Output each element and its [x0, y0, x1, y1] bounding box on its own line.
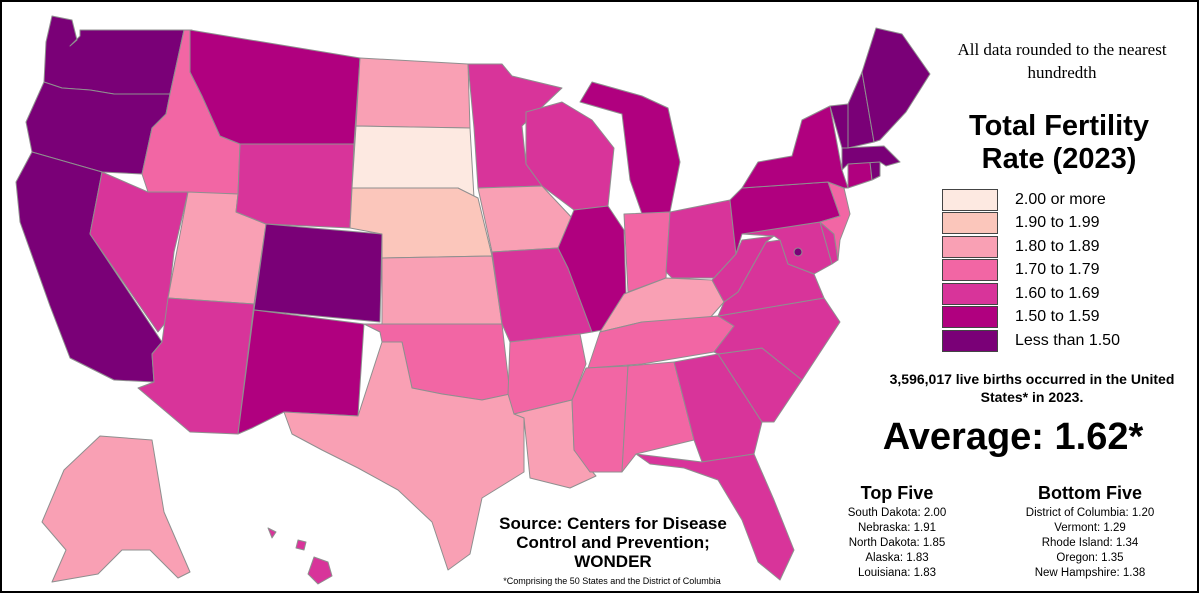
state-new-jersey	[819, 181, 851, 261]
state-west-virginia	[711, 235, 775, 303]
top-five-title: Top Five	[860, 483, 934, 503]
legend-label: 1.90 to 1.99	[1015, 214, 1100, 232]
legend-row: 1.90 to 1.99	[942, 212, 1120, 236]
map-title: Total Fertility Rate (2023)	[969, 110, 1149, 175]
state-florida	[635, 453, 795, 581]
state-wyoming	[235, 143, 355, 229]
list-item: Nebraska: 1.91	[858, 522, 936, 534]
state-connecticut	[847, 161, 873, 189]
footnote: *Comprising the 50 States and the Distri…	[503, 576, 721, 586]
legend-swatch	[942, 306, 998, 329]
state-kansas	[381, 255, 503, 325]
legend-swatch	[942, 188, 998, 211]
legend-swatch	[942, 259, 998, 282]
state-mississippi	[571, 365, 629, 473]
live-births-text: 3,596,017 live births occurred in the Un…	[889, 371, 1175, 405]
legend-row: 1.60 to 1.69	[942, 282, 1120, 306]
state-north-dakota	[355, 57, 471, 129]
average-value: Average: 1.62*	[882, 416, 1144, 458]
state-texas	[283, 341, 525, 571]
state-maine	[861, 27, 931, 143]
legend-swatch	[942, 212, 998, 235]
state-south-dakota	[351, 125, 475, 199]
state-north-carolina	[713, 297, 841, 381]
legend-row: Less than 1.50	[942, 329, 1120, 353]
legend-label: 2.00 or more	[1015, 190, 1106, 208]
state-colorado	[253, 223, 383, 323]
legend-swatch	[942, 329, 998, 352]
list-item: Louisiana: 1.83	[857, 567, 936, 579]
list-item: North Dakota: 1.85	[848, 537, 946, 549]
state-rhode-island	[869, 161, 881, 181]
list-item: Oregon: 1.35	[1056, 552, 1124, 564]
list-item: Vermont: 1.29	[1054, 522, 1126, 534]
state-district-of-columbia	[793, 247, 803, 257]
legend-row: 1.50 to 1.59	[942, 306, 1120, 330]
legend-row: 1.80 to 1.89	[942, 235, 1120, 259]
legend: 2.00 or more 1.90 to 1.99 1.80 to 1.89 1…	[942, 188, 1120, 353]
state-alaska	[41, 435, 191, 583]
state-arizona	[137, 297, 255, 435]
legend-swatch	[942, 235, 998, 258]
legend-label: 1.80 to 1.89	[1015, 237, 1100, 255]
state-washington	[43, 15, 185, 95]
state-minnesota	[467, 63, 563, 189]
rounding-note: All data rounded to the nearest hundredt…	[957, 40, 1167, 82]
list-item: District of Columbia: 1.20	[1025, 507, 1155, 519]
state-alabama	[621, 361, 695, 473]
legend-row: 1.70 to 1.79	[942, 259, 1120, 283]
bottom-five-list: Bottom Five District of Columbia: 1.20 V…	[1000, 482, 1180, 581]
top-five-list: Top Five South Dakota: 2.00 Nebraska: 1.…	[807, 482, 987, 581]
state-hawaii	[267, 527, 333, 585]
list-item: South Dakota: 2.00	[847, 507, 947, 519]
legend-label: 1.60 to 1.69	[1015, 284, 1100, 302]
source-text: Source: Centers for Disease Control and …	[499, 514, 727, 571]
list-item: New Hampshire: 1.38	[1034, 567, 1146, 579]
legend-label: Less than 1.50	[1015, 331, 1120, 349]
state-massachusetts	[841, 145, 901, 171]
legend-swatch	[942, 282, 998, 305]
legend-label: 1.50 to 1.59	[1015, 308, 1100, 326]
legend-row: 2.00 or more	[942, 188, 1120, 212]
list-item: Alaska: 1.83	[865, 552, 929, 564]
bottom-five-title: Bottom Five	[1037, 483, 1142, 503]
state-new-york	[741, 105, 849, 189]
list-item: Rhode Island: 1.34	[1041, 537, 1139, 549]
legend-label: 1.70 to 1.79	[1015, 261, 1100, 279]
state-montana	[189, 29, 361, 145]
